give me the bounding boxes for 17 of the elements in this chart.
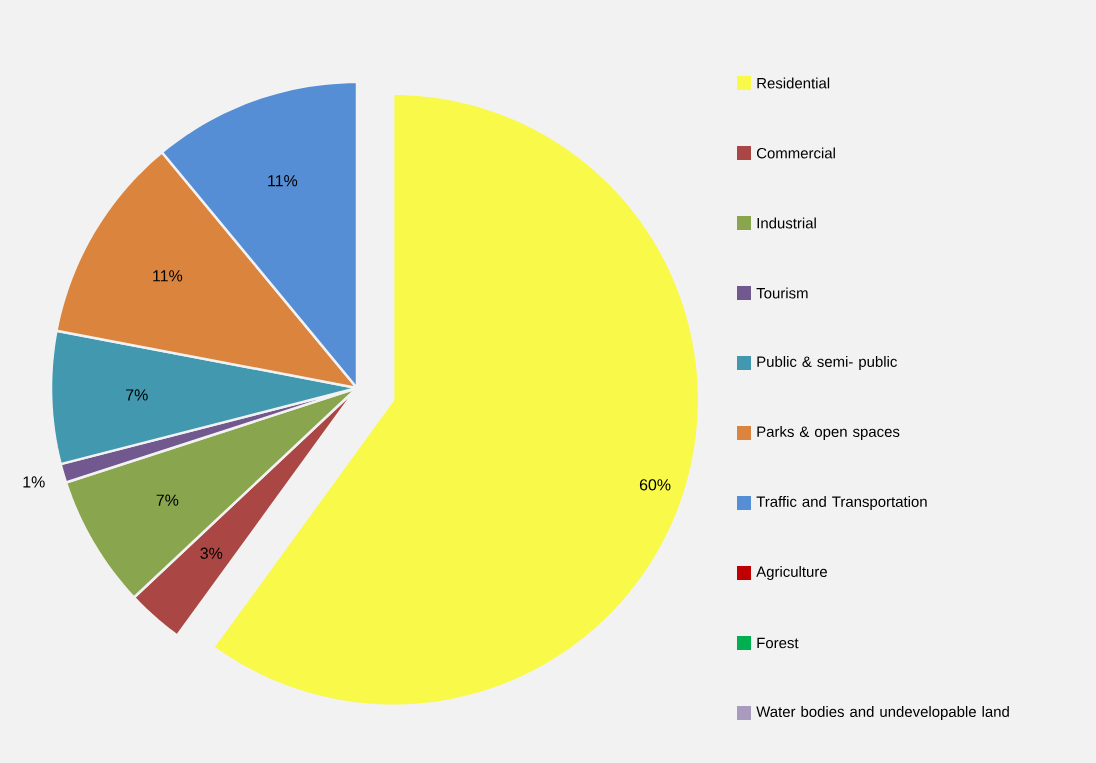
legend-label: Forest: [757, 637, 799, 649]
data-label: 11%: [153, 270, 183, 282]
data-label: 7%: [126, 389, 148, 401]
legend-label: Tourism: [756, 287, 808, 299]
legend-label: Traffic and Transportation: [756, 496, 927, 510]
legend-label: Industrial: [757, 217, 816, 229]
data-label: 11%: [268, 175, 298, 187]
legend-label: Agriculture: [756, 566, 827, 580]
data-label: 7%: [156, 494, 179, 506]
legend-label: Parks & open spaces: [757, 426, 900, 440]
data-label: 1%: [23, 476, 45, 488]
legend-label: Commercial: [756, 147, 835, 159]
data-label: 3%: [200, 547, 223, 559]
data-label: 60%: [639, 479, 671, 491]
legend-label: Residential: [757, 77, 830, 89]
legend-label: Water bodies and undevelopable land: [756, 706, 1009, 720]
legend-label: Public & semi- public: [757, 356, 897, 370]
